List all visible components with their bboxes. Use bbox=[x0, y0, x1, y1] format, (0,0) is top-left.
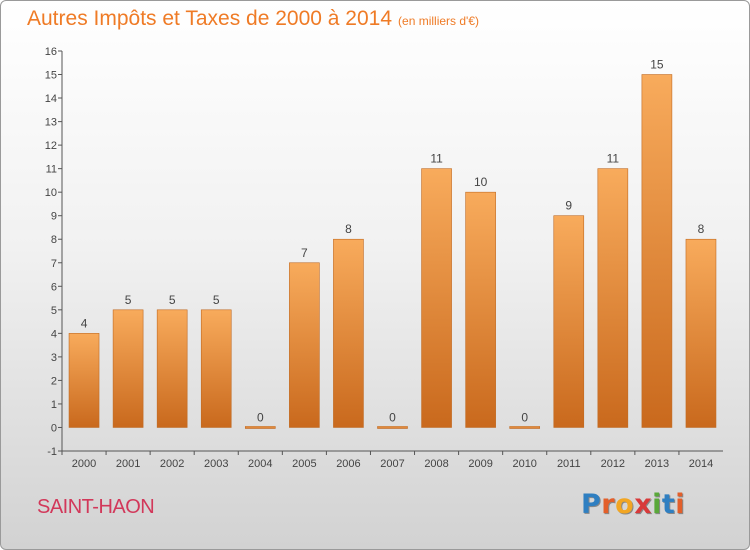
x-tick-label: 2012 bbox=[601, 458, 625, 470]
y-tick-label: 6 bbox=[51, 281, 57, 293]
x-tick-label: 2006 bbox=[336, 458, 360, 470]
y-tick-label: 12 bbox=[45, 140, 57, 152]
bar bbox=[333, 238, 364, 428]
bar bbox=[465, 191, 496, 428]
logo-letter: o bbox=[615, 489, 635, 520]
data-label: 8 bbox=[698, 222, 705, 236]
y-tick-label: 14 bbox=[45, 93, 57, 105]
y-tick-label: -1 bbox=[47, 446, 57, 458]
y-tick-label: 10 bbox=[45, 187, 57, 199]
y-tick-label: 0 bbox=[51, 422, 57, 434]
data-label: 0 bbox=[389, 410, 396, 424]
x-tick-label: 2003 bbox=[204, 458, 228, 470]
y-tick-label: 5 bbox=[51, 305, 57, 317]
y-tick-label: 8 bbox=[51, 234, 57, 246]
y-tick-label: 16 bbox=[45, 46, 57, 58]
y-tick-label: 3 bbox=[51, 352, 57, 364]
x-tick-label: 2014 bbox=[689, 458, 713, 470]
bar bbox=[377, 426, 408, 429]
bar bbox=[245, 426, 276, 429]
logo-letter: t bbox=[661, 489, 676, 520]
chart-bars: 4 5 5 5 0 7 8 0 11 10 0 9 11 15 8 bbox=[68, 58, 717, 429]
data-label: 5 bbox=[125, 293, 132, 307]
y-tick-label: 2 bbox=[51, 375, 57, 387]
logo-letter: P bbox=[581, 489, 602, 520]
data-label: 9 bbox=[565, 199, 572, 213]
data-label: 5 bbox=[213, 293, 220, 307]
bar bbox=[509, 426, 541, 429]
chart-unit: (en milliers d'€) bbox=[398, 14, 480, 28]
x-tick-label: 2005 bbox=[292, 458, 316, 470]
y-tick-label: 7 bbox=[51, 258, 57, 270]
logo-letter: x bbox=[634, 489, 653, 520]
x-tick-label: 2010 bbox=[512, 458, 536, 470]
x-tick-label: 2000 bbox=[72, 458, 96, 470]
logo-letter: i bbox=[652, 489, 662, 520]
y-tick-label: 11 bbox=[46, 164, 57, 176]
bar bbox=[597, 168, 629, 428]
x-tick-label: 2008 bbox=[424, 458, 448, 470]
data-label: 11 bbox=[430, 152, 443, 166]
bar bbox=[641, 74, 673, 428]
proxiti-logo: Proxiti bbox=[581, 489, 685, 520]
bar bbox=[685, 238, 717, 428]
x-tick-label: 2007 bbox=[380, 458, 404, 470]
x-tick-label: 2001 bbox=[116, 458, 140, 470]
bar bbox=[112, 309, 144, 428]
y-tick-label: 15 bbox=[45, 70, 57, 82]
logo-letter: i bbox=[675, 489, 686, 520]
data-label: 4 bbox=[81, 316, 88, 330]
y-tick-label: 1 bbox=[51, 399, 57, 411]
data-label: 0 bbox=[257, 410, 264, 424]
y-tick-label: 9 bbox=[51, 211, 57, 223]
y-tick-label: 13 bbox=[45, 117, 57, 129]
data-label: 5 bbox=[169, 293, 176, 307]
logo-letter: r bbox=[601, 489, 616, 520]
chart-title-text: Autres Impôts et Taxes de 2000 à 2014 bbox=[27, 7, 393, 30]
data-label: 10 bbox=[474, 175, 488, 189]
bar bbox=[553, 215, 585, 428]
x-tick-label: 2013 bbox=[645, 458, 669, 470]
x-tick-label: 2004 bbox=[248, 458, 272, 470]
bar bbox=[421, 168, 452, 428]
bar bbox=[289, 262, 320, 428]
x-tick-label: 2009 bbox=[468, 458, 492, 470]
y-tick-label: 4 bbox=[51, 328, 57, 340]
x-tick-label: 2002 bbox=[160, 458, 184, 470]
data-label: 7 bbox=[301, 246, 308, 260]
data-label: 8 bbox=[345, 222, 352, 236]
bar bbox=[68, 333, 100, 428]
chart-title: Autres Impôts et Taxes de 2000 à 2014 (en… bbox=[27, 7, 479, 31]
x-tick-label: 2011 bbox=[557, 458, 581, 470]
bar bbox=[156, 309, 188, 428]
data-label: 15 bbox=[650, 58, 664, 72]
bar bbox=[200, 309, 232, 428]
data-label: 0 bbox=[521, 410, 528, 424]
place-name: SAINT-HAON bbox=[37, 496, 155, 518]
data-label: 11 bbox=[607, 152, 620, 166]
